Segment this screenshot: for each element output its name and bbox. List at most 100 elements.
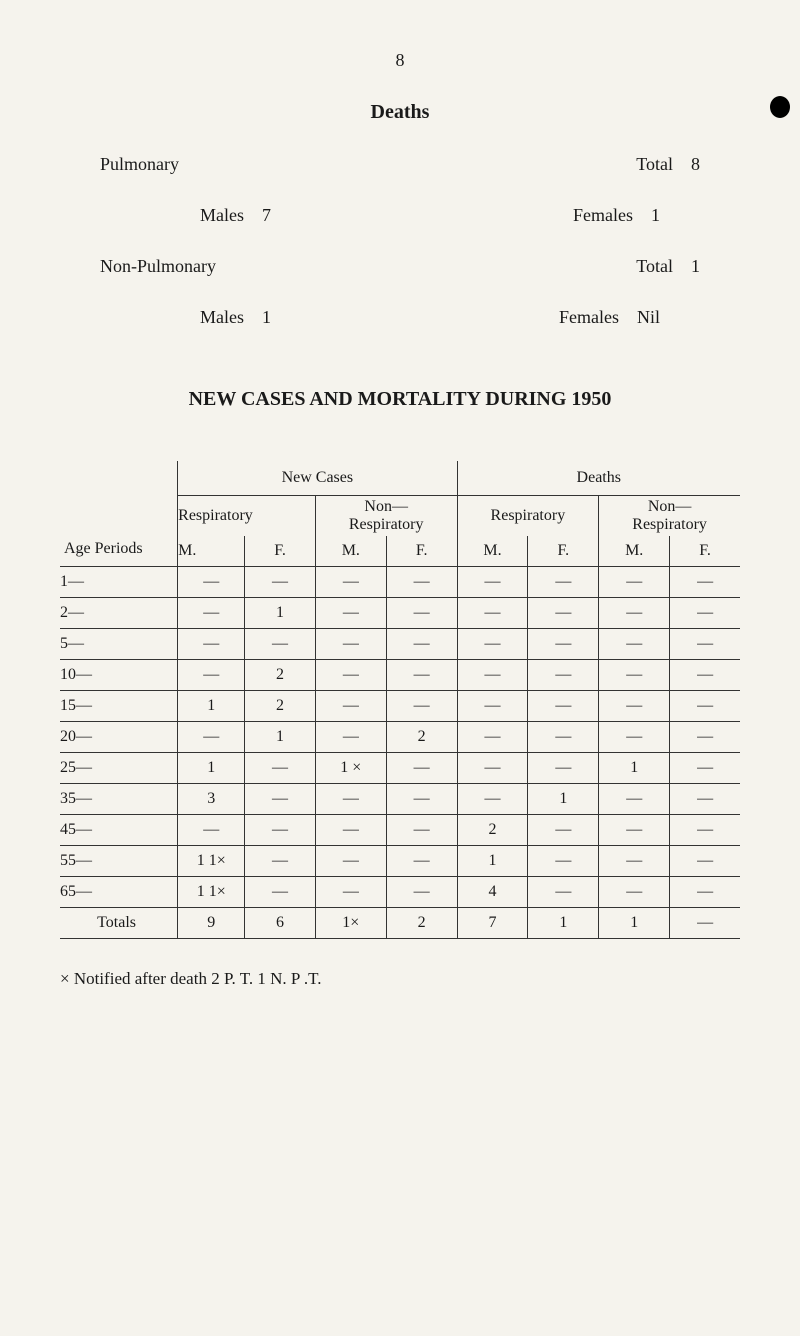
data-cell: 1 xyxy=(528,784,599,815)
table-row: 65—1 1×———4——— xyxy=(60,877,740,908)
nonresp-header-2: Non— Respiratory xyxy=(599,496,740,537)
resp-header-1: Respiratory xyxy=(178,496,316,537)
nonpulmonary-females: Females Nil xyxy=(559,307,660,328)
nonresp-prefix-1: Non— xyxy=(364,498,408,515)
nonpulmonary-males-value: 1 xyxy=(262,307,271,327)
data-cell: 1 1× xyxy=(178,877,245,908)
data-cell: — xyxy=(178,629,245,660)
data-cell: — xyxy=(599,629,670,660)
data-cell: — xyxy=(315,722,386,753)
data-cell: — xyxy=(670,784,740,815)
data-cell: — xyxy=(386,567,457,598)
m-header: M. xyxy=(178,536,245,567)
table-row: 35—3————1—— xyxy=(60,784,740,815)
pulmonary-females-value: 1 xyxy=(651,205,660,225)
data-cell: — xyxy=(457,722,528,753)
nonpulmonary-females-value: Nil xyxy=(637,307,660,327)
data-cell: — xyxy=(599,598,670,629)
data-cell: — xyxy=(528,629,599,660)
table-row: 10——2—————— xyxy=(60,660,740,691)
data-cell: — xyxy=(599,660,670,691)
data-cell: — xyxy=(528,722,599,753)
age-cell: 45— xyxy=(60,815,178,846)
pulmonary-label: Pulmonary xyxy=(100,154,179,175)
age-cell: 15— xyxy=(60,691,178,722)
data-cell: — xyxy=(599,877,670,908)
data-cell: — xyxy=(670,598,740,629)
data-cell: — xyxy=(599,567,670,598)
data-cell: — xyxy=(457,753,528,784)
data-cell: — xyxy=(457,629,528,660)
data-cell: — xyxy=(315,629,386,660)
deaths-title: Deaths xyxy=(60,101,740,124)
data-cell: — xyxy=(315,815,386,846)
data-cell: — xyxy=(528,598,599,629)
data-cell: — xyxy=(386,846,457,877)
data-cell: — xyxy=(315,846,386,877)
data-cell: — xyxy=(386,691,457,722)
totals-cell: 1 xyxy=(599,908,670,939)
data-cell: — xyxy=(528,691,599,722)
data-cell: — xyxy=(528,660,599,691)
table-row: 5————————— xyxy=(60,629,740,660)
nonpulmonary-sub-row: Males 1 Females Nil xyxy=(60,307,740,328)
table-row: 45—————2——— xyxy=(60,815,740,846)
data-cell: — xyxy=(528,877,599,908)
age-cell: 1— xyxy=(60,567,178,598)
data-cell: — xyxy=(315,784,386,815)
data-cell: — xyxy=(670,815,740,846)
data-cell: — xyxy=(457,691,528,722)
data-cell: — xyxy=(528,846,599,877)
data-cell: — xyxy=(315,567,386,598)
data-cell: — xyxy=(386,629,457,660)
nonpulmonary-males: Males 1 xyxy=(200,307,271,328)
black-dot-icon xyxy=(770,96,790,118)
table-header-row-1: Age Periods New Cases Deaths xyxy=(60,461,740,496)
age-cell: 20— xyxy=(60,722,178,753)
data-cell: — xyxy=(528,753,599,784)
data-cell: — xyxy=(670,567,740,598)
m-header: M. xyxy=(599,536,670,567)
data-cell: — xyxy=(670,846,740,877)
nonresp-suffix-2: Respiratory xyxy=(632,516,707,533)
data-cell: — xyxy=(245,567,316,598)
pulmonary-males: Males 7 xyxy=(200,205,271,226)
data-cell: — xyxy=(670,877,740,908)
data-cell: — xyxy=(457,567,528,598)
totals-cell: — xyxy=(670,908,740,939)
pulmonary-total: Total 8 xyxy=(636,154,700,175)
age-cell: 10— xyxy=(60,660,178,691)
table-row: 25—1—1 ×———1— xyxy=(60,753,740,784)
data-cell: — xyxy=(178,660,245,691)
totals-label: Totals xyxy=(60,908,178,939)
nonpulmonary-label: Non-Pulmonary xyxy=(100,256,216,277)
nonpulmonary-row: Non-Pulmonary Total 1 xyxy=(60,256,740,277)
data-cell: — xyxy=(386,660,457,691)
data-cell: — xyxy=(245,784,316,815)
data-cell: — xyxy=(599,815,670,846)
data-cell: — xyxy=(457,598,528,629)
pulmonary-row: Pulmonary Total 8 xyxy=(60,154,740,175)
data-cell: — xyxy=(670,629,740,660)
data-cell: — xyxy=(245,815,316,846)
data-cell: 1 xyxy=(599,753,670,784)
pulmonary-females-label: Females xyxy=(573,205,633,225)
nonpulmonary-females-label: Females xyxy=(559,307,619,327)
f-header: F. xyxy=(670,536,740,567)
page-number: 8 xyxy=(60,50,740,71)
data-cell: 1 × xyxy=(315,753,386,784)
pulmonary-sub-row: Males 7 Females 1 xyxy=(60,205,740,226)
totals-cell: 6 xyxy=(245,908,316,939)
data-cell: — xyxy=(315,660,386,691)
pulmonary-males-label: Males xyxy=(200,205,244,225)
f-header: F. xyxy=(528,536,599,567)
table-row: 20——1—2———— xyxy=(60,722,740,753)
data-cell: — xyxy=(528,815,599,846)
data-cell: 1 xyxy=(245,598,316,629)
data-cell: 2 xyxy=(245,660,316,691)
table-row: 15—12—————— xyxy=(60,691,740,722)
data-cell: — xyxy=(670,660,740,691)
nonresp-prefix-2: Non— xyxy=(648,498,692,515)
nonpulmonary-total: Total 1 xyxy=(636,256,700,277)
pulmonary-total-value: 8 xyxy=(691,154,700,174)
